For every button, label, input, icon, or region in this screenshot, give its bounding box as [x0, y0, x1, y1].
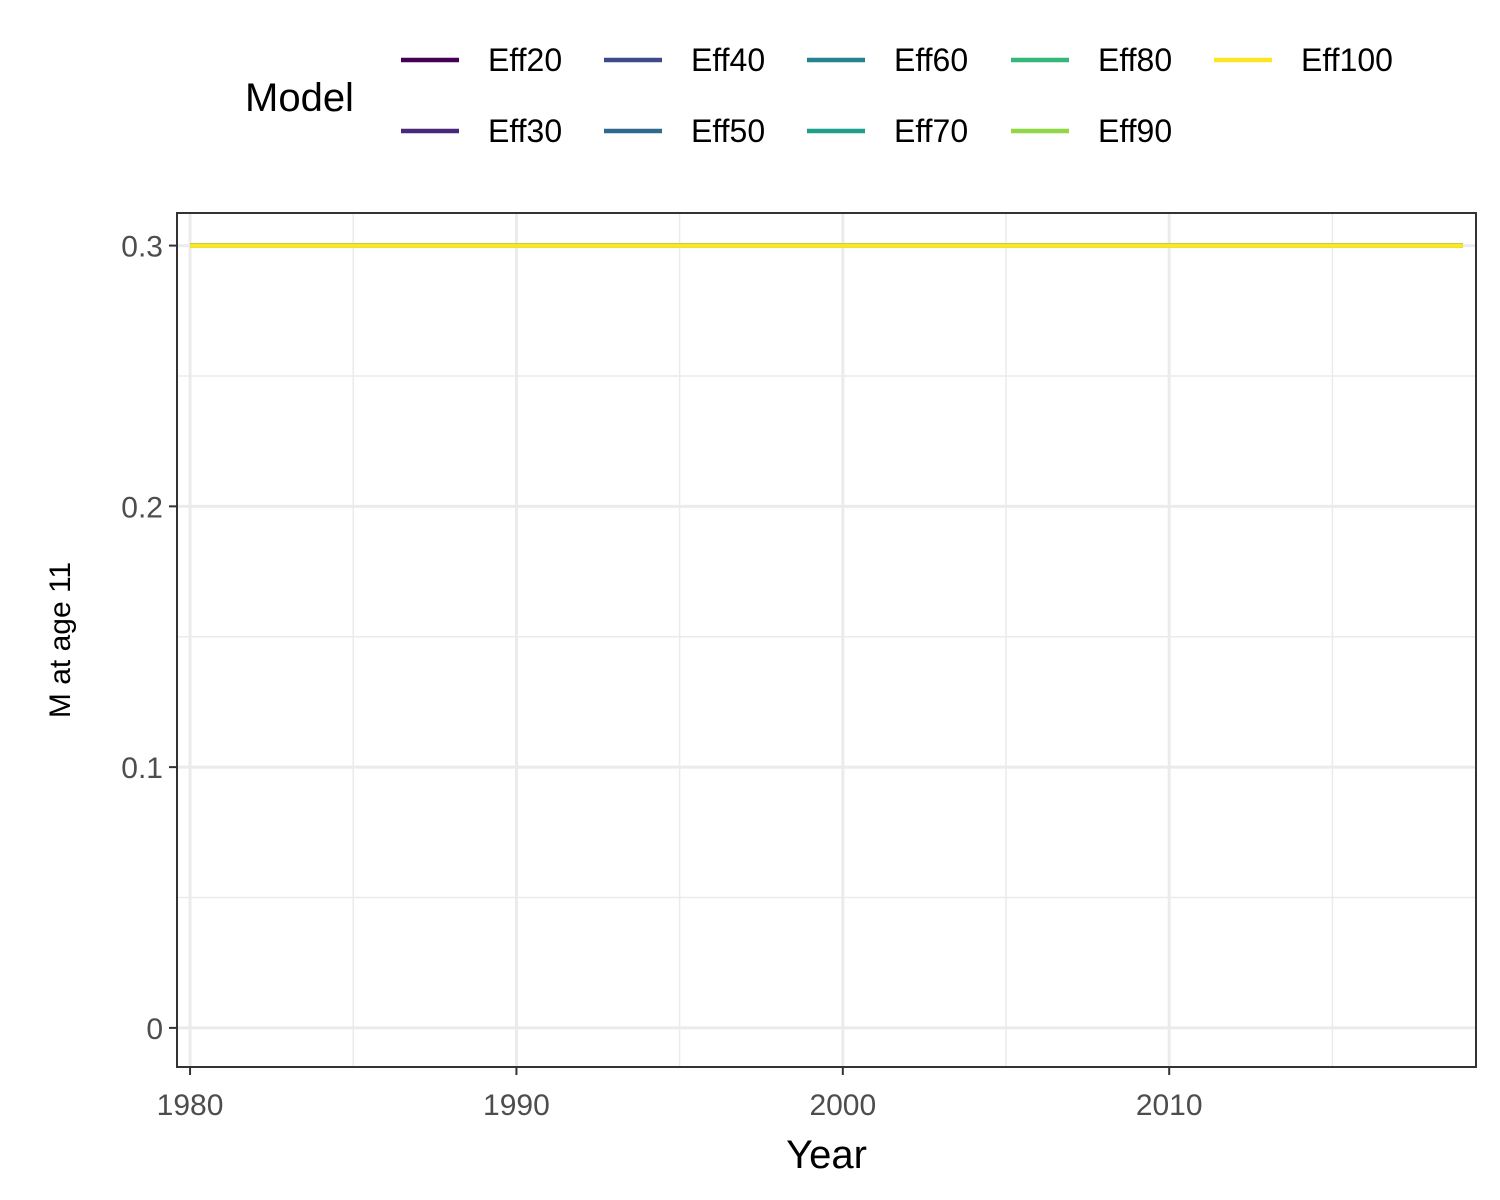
x-axis-title: Year [786, 1133, 867, 1177]
legend-item-eff100: Eff100 [1214, 42, 1393, 78]
legend-label-eff20: Eff20 [488, 42, 562, 78]
x-axis: 1980 1990 2000 2010 [157, 1067, 1203, 1122]
legend: Model Eff20 Eff30 Eff40 Eff50 Eff60 Eff70 Eff8… [245, 42, 1393, 149]
legend-label-eff100: Eff100 [1301, 42, 1393, 78]
y-tick-label: 0.1 [121, 752, 163, 785]
x-tick-label: 2010 [1136, 1089, 1203, 1122]
legend-item-eff80: Eff80 [1011, 42, 1172, 78]
plot-border [176, 212, 1477, 1068]
legend-label-eff90: Eff90 [1098, 113, 1172, 149]
y-tick-label: 0 [146, 1013, 163, 1046]
y-tick-label: 0.2 [121, 491, 163, 524]
legend-label-eff60: Eff60 [894, 42, 968, 78]
x-tick-label: 2000 [809, 1089, 876, 1122]
y-axis-title: M at age 11 [44, 562, 77, 718]
legend-title: Model [245, 76, 354, 120]
y-axis: 0 0.1 0.2 0.3 [121, 231, 177, 1046]
y-tick-label: 0.3 [121, 231, 163, 264]
legend-item-eff60: Eff60 [807, 42, 968, 78]
plot-panel [177, 213, 1476, 1067]
legend-label-eff40: Eff40 [691, 42, 765, 78]
legend-item-eff20: Eff20 [401, 42, 562, 78]
legend-label-eff70: Eff70 [894, 113, 968, 149]
legend-item-eff50: Eff50 [604, 113, 765, 149]
legend-item-eff90: Eff90 [1011, 113, 1172, 149]
legend-item-eff40: Eff40 [604, 42, 765, 78]
minor-gridlines [177, 213, 1476, 1067]
legend-label-eff80: Eff80 [1098, 42, 1172, 78]
x-tick-label: 1990 [483, 1089, 550, 1122]
legend-item-eff70: Eff70 [807, 113, 968, 149]
x-tick-label: 1980 [157, 1089, 224, 1122]
legend-item-eff30: Eff30 [401, 113, 562, 149]
legend-label-eff50: Eff50 [691, 113, 765, 149]
legend-label-eff30: Eff30 [488, 113, 562, 149]
